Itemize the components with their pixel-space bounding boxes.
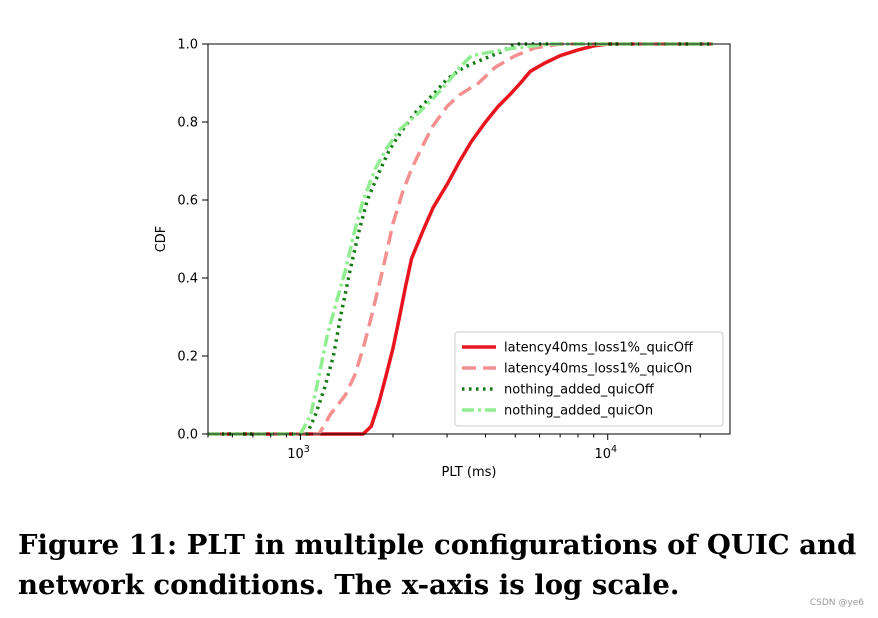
legend-label-1: latency40ms_loss1%_quicOff [504,341,694,356]
legend-label-2: latency40ms_loss1%_quicOn [504,362,692,377]
x-tick-label: 104 [594,444,617,462]
cdf-chart: 103 104 0.0 0.2 0.4 0.6 0.8 1.0 PLT (ms) CDF l… [154,38,731,480]
series-line-2 [208,42,713,436]
legend-label-3: nothing_added_quicOff [504,383,655,398]
figure-caption: Figure 11: PLT in multiple configuration… [18,529,857,601]
y-tick-label: 0.8 [177,116,198,131]
legend: latency40ms_loss1%_quicOff latency40ms_lo… [454,331,724,427]
x-tick-label: 103 [287,444,310,462]
legend-label-4: nothing_added_quicOn [504,404,653,419]
y-tick-label: 0.0 [177,428,198,443]
series-line-1 [208,42,713,436]
y-tick-label: 1.0 [177,38,198,53]
legend-box [454,331,724,427]
watermark: CSDN @ye6 [809,598,864,608]
series-layer [208,42,713,436]
y-tick-label: 0.2 [177,350,198,365]
x-axis: 103 104 [207,434,701,462]
y-tick-label: 0.4 [177,272,198,287]
series-line-4 [208,42,713,436]
y-axis-label: CDF [154,226,169,253]
plot-frame [207,43,731,435]
x-axis-label: PLT (ms) [442,465,497,480]
y-axis: 0.0 0.2 0.4 0.6 0.8 1.0 [177,38,208,443]
series-line-3 [208,42,713,436]
y-tick-label: 0.6 [177,194,198,209]
